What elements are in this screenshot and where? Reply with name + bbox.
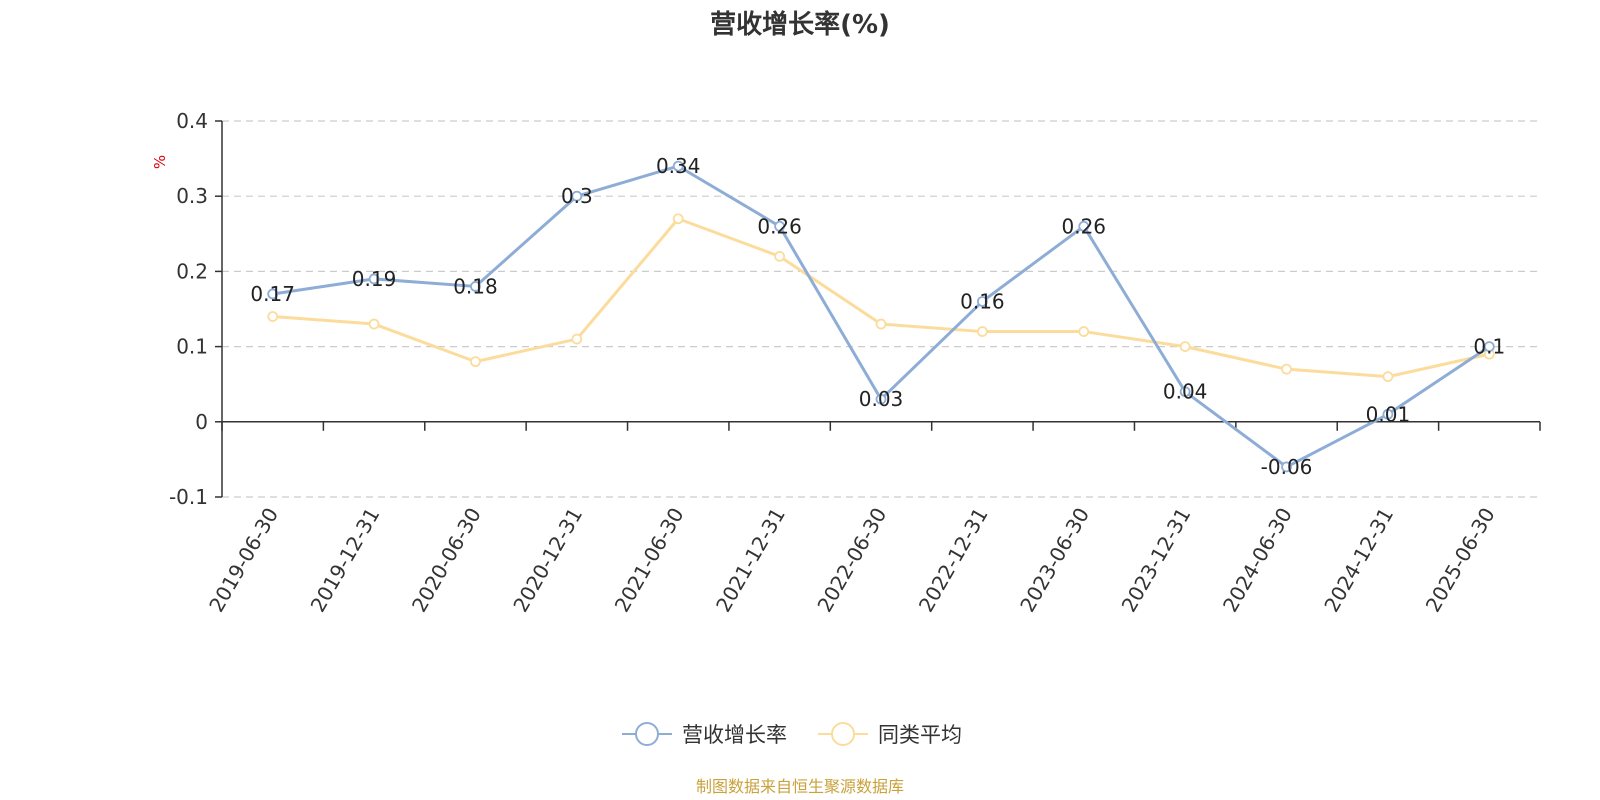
y-tick-label: 0.4	[176, 109, 208, 133]
data-point	[368, 273, 380, 285]
data-label: 0.03	[859, 387, 904, 411]
x-tick-label: 2023-12-31	[1117, 504, 1196, 617]
data-point	[1382, 371, 1394, 383]
x-tick-label: 2021-06-30	[610, 504, 689, 617]
data-point	[571, 333, 583, 345]
x-tick-label: 2022-12-31	[914, 504, 993, 617]
data-point	[976, 296, 988, 307]
legend-item: 同类平均	[818, 722, 962, 747]
legend-item: 营收增长率	[622, 722, 787, 747]
data-label: 0.1	[1473, 335, 1505, 359]
x-tick-label: 2021-12-31	[711, 504, 790, 617]
y-tick-label: 0.2	[176, 259, 208, 283]
data-point	[976, 326, 988, 337]
data-point	[1179, 341, 1191, 353]
x-tick-label: 2020-06-30	[407, 504, 486, 617]
x-tick-label: 2019-12-31	[306, 504, 385, 617]
data-label: 0.3	[561, 184, 593, 208]
source-note: 制图数据来自恒生聚源数据库	[696, 777, 904, 796]
data-point	[1281, 363, 1292, 375]
data-point	[1078, 220, 1090, 232]
x-tick-label: 2024-12-31	[1319, 504, 1398, 617]
y-axis-unit-label: %	[151, 155, 169, 169]
x-tick-label: 2019-06-30	[204, 504, 283, 617]
data-label: 0.16	[960, 289, 1005, 313]
legend: 营收增长率 同类平均	[622, 722, 962, 747]
data-point	[267, 311, 279, 322]
data-point	[875, 318, 887, 330]
y-tick-label: 0.3	[176, 184, 208, 208]
data-label: 0.18	[453, 274, 498, 298]
data-point	[875, 393, 887, 405]
legend-circle-icon	[831, 722, 855, 746]
x-tick-label: 2025-06-30	[1421, 504, 1500, 617]
data-point	[267, 288, 279, 300]
data-label: 0.26	[1062, 214, 1107, 238]
x-tick-label: 2020-12-31	[508, 504, 587, 617]
data-point	[1078, 326, 1090, 337]
y-tick-label: 0	[195, 410, 208, 434]
legend-label: 同类平均	[878, 723, 962, 747]
data-point	[672, 213, 684, 225]
data-label: 0.34	[656, 154, 701, 178]
data-labels: 0.17 0.19 0.18 0.3 0.34 0.26 0.03 0.16 0.26 0.04 -…	[250, 154, 1505, 479]
data-label: 0.17	[250, 282, 295, 306]
y-tick-label: 0.1	[176, 335, 208, 359]
series	[267, 160, 1495, 473]
data-point	[1483, 341, 1495, 353]
data-point	[1281, 461, 1292, 473]
data-label: 0.19	[352, 267, 397, 291]
data-point	[774, 220, 786, 232]
data-point	[571, 190, 583, 202]
chart-title: 营收增长率(%)	[710, 9, 890, 40]
axes: -0.1 0 0.1 0.2 0.3 0.4 2019-06-30 2019-12-31 202…	[169, 109, 1541, 617]
x-tick-label: 2024-06-30	[1218, 504, 1297, 617]
x-tick-label: 2023-06-30	[1015, 504, 1094, 617]
y-tick-label: -0.1	[169, 485, 208, 509]
data-point	[774, 250, 786, 262]
grid-lines	[222, 120, 1540, 498]
data-label: -0.06	[1261, 455, 1313, 479]
data-point	[470, 356, 481, 368]
legend-label: 营收增长率	[682, 723, 787, 747]
x-tick-label: 2022-06-30	[812, 504, 891, 617]
data-point	[470, 281, 481, 292]
data-label: 0.04	[1163, 380, 1208, 404]
data-point	[672, 160, 684, 172]
data-label: 0.01	[1366, 402, 1411, 426]
data-point	[1382, 408, 1394, 420]
legend-circle-icon	[635, 722, 659, 746]
data-point	[368, 318, 380, 330]
data-point	[1179, 386, 1191, 398]
data-label: 0.26	[757, 214, 802, 238]
